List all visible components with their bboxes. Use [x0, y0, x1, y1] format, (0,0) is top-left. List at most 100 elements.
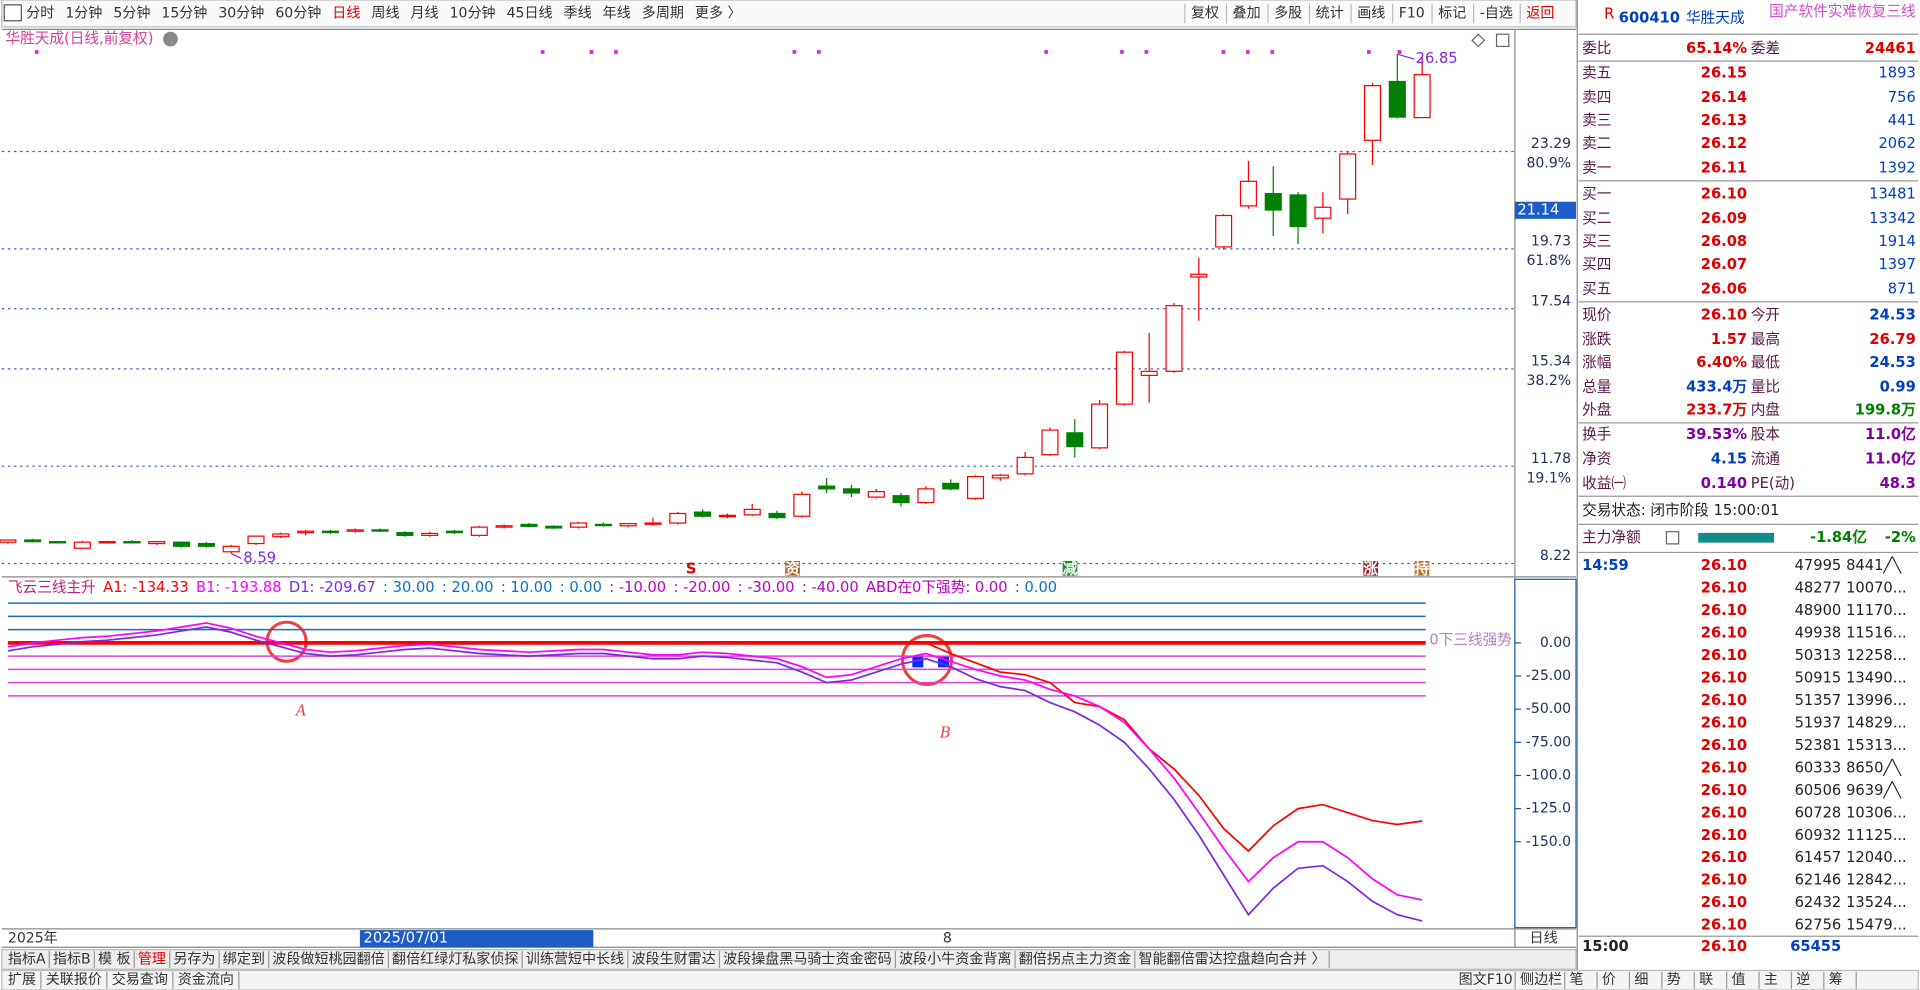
tab[interactable]: 波段做短桃园翻倍 — [272, 951, 384, 967]
value: 199.8万 — [1855, 402, 1916, 419]
date-cursor-box — [359, 930, 594, 948]
toolbar-item[interactable]: 日线 — [332, 5, 360, 21]
menu-icon[interactable] — [3, 4, 22, 22]
tab[interactable]: 管理 — [138, 951, 166, 967]
tab[interactable]: 指标B — [53, 951, 91, 967]
tick-price: 26.10 — [1701, 849, 1747, 866]
icon[interactable] — [1665, 531, 1680, 545]
toolbar-item[interactable]: 10分钟 — [450, 4, 496, 21]
toolbar-item[interactable]: 多周期 — [642, 4, 684, 21]
toolbar-item[interactable]: 15分钟 — [161, 4, 207, 21]
tick-price: 26.10 — [1701, 917, 1747, 934]
bottom-item[interactable]: 资金流向 — [178, 972, 234, 988]
toolbar-item[interactable]: 复权 — [1191, 4, 1219, 21]
bottom-item[interactable]: 笔 — [1570, 972, 1584, 988]
candle-body — [1041, 429, 1059, 456]
volume: 1893 — [1878, 64, 1915, 81]
candle-body — [594, 523, 612, 527]
label: 换手 — [1582, 426, 1611, 443]
icon[interactable] — [1471, 33, 1486, 48]
tab[interactable]: 训练营短中长线 — [526, 951, 624, 967]
label: 委比 — [1582, 40, 1611, 57]
toolbar-item[interactable]: 更多 〉 — [695, 4, 742, 21]
volume: 2062 — [1878, 135, 1915, 152]
toolbar-item[interactable]: 30分钟 — [218, 4, 264, 21]
scroll-text: 国产软件实难恢复三线 — [1769, 2, 1916, 20]
toolbar-item[interactable]: F10 — [1399, 5, 1425, 21]
pointer — [1397, 53, 1415, 60]
price: 26.15 — [1701, 64, 1747, 81]
legend-item: : 0.00 — [560, 579, 602, 596]
toolbar-item[interactable]: 标记 — [1438, 5, 1466, 21]
toolbar-item[interactable]: 45日线 — [507, 5, 553, 21]
candle-body — [669, 512, 687, 524]
event-dot — [589, 50, 594, 54]
tick-volume: 52381 — [1795, 737, 1842, 754]
bottom-item[interactable]: 图文F10 — [1459, 972, 1513, 988]
candle-body — [1339, 153, 1357, 200]
tab[interactable]: 另存为 — [173, 951, 215, 967]
toolbar-item[interactable]: 季线 — [564, 5, 592, 21]
candle-body — [272, 533, 290, 538]
toolbar-item[interactable]: 1分钟 — [65, 4, 102, 21]
settings-icon[interactable] — [163, 31, 178, 47]
bottom-item[interactable]: 价 — [1602, 972, 1616, 988]
event-dot — [540, 50, 545, 54]
tab[interactable]: 绑定到 — [223, 951, 265, 967]
year-label: 2025年 — [8, 931, 58, 947]
toolbar-item[interactable]: 月线 — [411, 5, 439, 21]
bottom-item[interactable]: 势 — [1667, 972, 1681, 988]
toolbar-item[interactable]: 叠加 — [1233, 5, 1261, 21]
label: 买五 — [1582, 281, 1611, 298]
toolbar-item[interactable]: 统计 — [1316, 5, 1344, 21]
candle-body — [520, 523, 538, 527]
toolbar-item[interactable]: 分时 — [26, 5, 54, 21]
toolbar-item[interactable]: -自选 — [1480, 5, 1513, 21]
bottom-item[interactable]: 主 — [1764, 972, 1778, 988]
bottom-item[interactable]: 扩展 — [8, 972, 36, 988]
tick-price: 26.10 — [1701, 804, 1747, 821]
tick-price: 26.10 — [1701, 669, 1747, 686]
toolbar-item[interactable]: 年线 — [603, 5, 631, 21]
candle-body — [793, 493, 811, 517]
bottom-item[interactable]: 细 — [1634, 972, 1648, 988]
icon[interactable] — [1495, 33, 1510, 48]
candle-body — [346, 529, 364, 532]
tick-time: 14:59 — [1582, 557, 1629, 574]
cursor-price-box — [1514, 201, 1576, 219]
toolbar-item[interactable]: 画线 — [1357, 5, 1385, 21]
tab[interactable]: 波段生财雷达 — [631, 951, 715, 967]
candle-body — [1215, 214, 1233, 248]
tab[interactable]: 智能翻倍雷达控盘趋向合并 〉 — [1138, 950, 1325, 967]
toolbar-item[interactable]: 返回 — [1526, 5, 1554, 21]
tab[interactable]: 波段小牛资金背离 — [899, 950, 1011, 967]
bottom-item[interactable]: 值 — [1732, 972, 1746, 988]
bottom-item[interactable]: 侧边栏 — [1520, 972, 1562, 988]
bottom-item[interactable]: 逆 — [1796, 972, 1810, 988]
candle-body — [942, 482, 960, 490]
bottom-item[interactable]: 关联报价 — [46, 972, 102, 988]
tab[interactable]: 翻倍红绿灯私家侦探 — [392, 950, 518, 967]
toolbar-item[interactable]: 60分钟 — [275, 4, 321, 21]
legend-item: : 0.00 — [1015, 579, 1057, 596]
bottom-item[interactable]: 筹 — [1829, 971, 1843, 988]
toolbar-item[interactable]: 多股 — [1274, 4, 1302, 21]
candle-body — [247, 535, 265, 545]
bottom-item[interactable]: 联 — [1699, 972, 1713, 988]
toolbar-item[interactable]: 5分钟 — [113, 4, 150, 21]
tab[interactable]: 翻倍拐点主力资金 — [1019, 951, 1131, 967]
tab[interactable]: 指标A — [8, 951, 46, 967]
fib-label: 19.1% — [1526, 470, 1571, 486]
toolbar-item[interactable]: 周线 — [371, 5, 399, 21]
candle-body — [917, 488, 935, 504]
tick-volume: 62146 — [1795, 872, 1842, 889]
tick-price: 26.10 — [1701, 557, 1747, 574]
legend-item: : -20.00 — [673, 579, 730, 596]
bottom-item[interactable]: 交易查询 — [112, 971, 168, 988]
tab[interactable]: 波段操盘黑马骑士资金密码 — [723, 950, 892, 967]
candle-body — [1091, 403, 1109, 449]
candle-body — [718, 514, 736, 518]
value: 11.0亿 — [1865, 450, 1916, 468]
tab[interactable]: 模 板 — [98, 951, 131, 967]
candle-body — [644, 522, 662, 525]
